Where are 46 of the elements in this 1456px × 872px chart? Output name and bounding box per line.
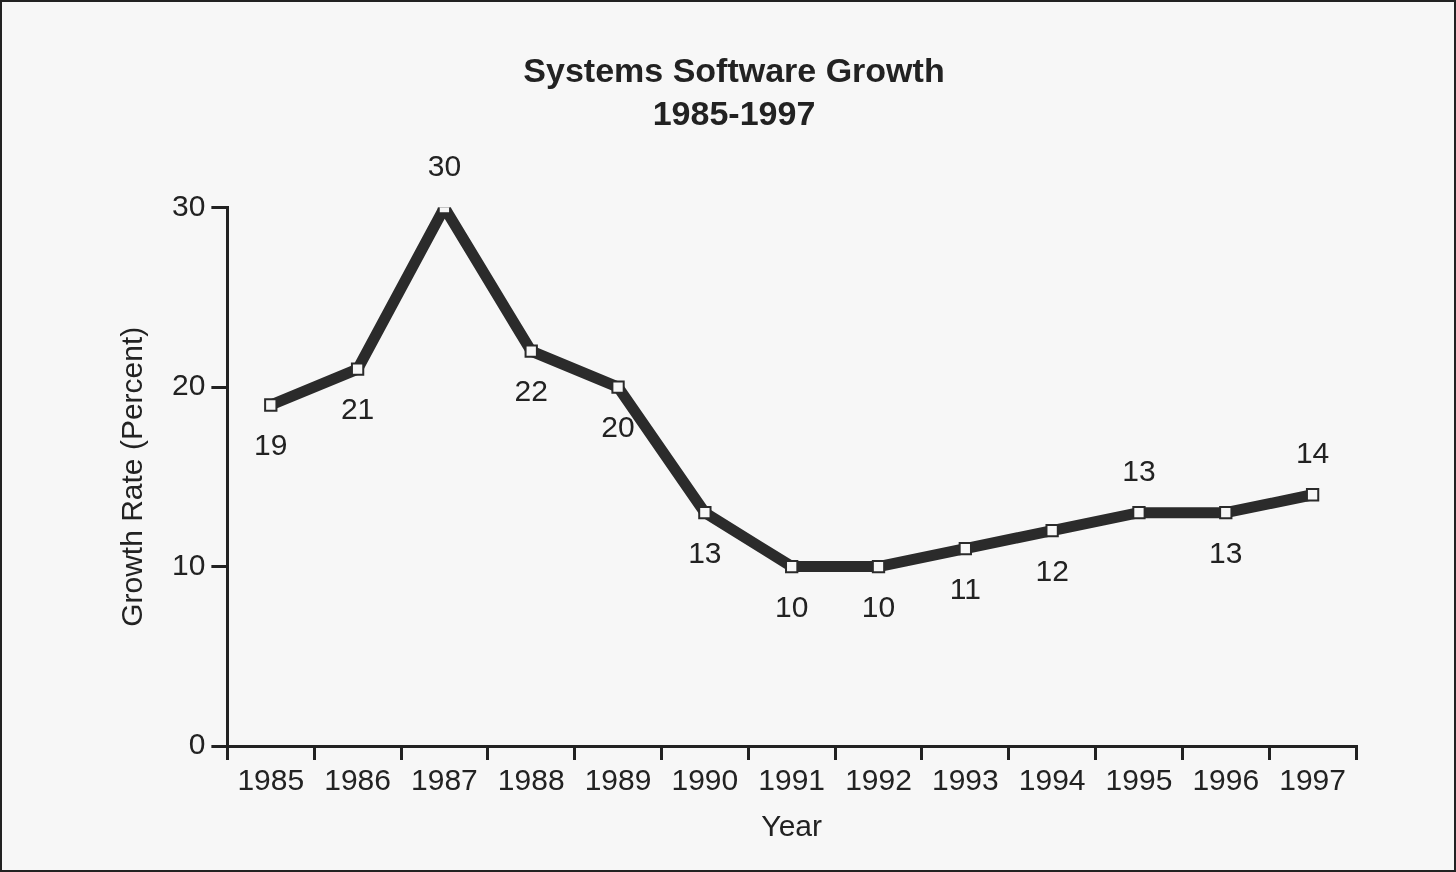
data-label: 10 [861, 589, 896, 623]
y-tick-label: 20 [171, 368, 206, 402]
data-label: 20 [601, 410, 635, 444]
x-tick-label: 1987 [411, 763, 478, 797]
x-tick-label: 1995 [1105, 763, 1173, 797]
point [1305, 488, 1320, 502]
point [958, 541, 972, 556]
x-tick-label: 1997 [1279, 763, 1346, 797]
x-tick-label: 1996 [1192, 763, 1260, 797]
x-tick-label: 1994 [1018, 763, 1086, 797]
data-label: 13 [1122, 453, 1156, 487]
point [698, 506, 712, 520]
x-axis-title: Year [761, 809, 822, 843]
data-label: 13 [688, 535, 722, 569]
data-label: 12 [1035, 553, 1069, 587]
x-tick-label: 1992 [845, 763, 912, 797]
data-label: 22 [514, 374, 548, 408]
x-tick-label: 1990 [671, 763, 739, 797]
point [264, 398, 278, 412]
data-label: 11 [949, 571, 981, 605]
point [871, 559, 886, 574]
x-tick-label: 1989 [584, 763, 652, 797]
y-tick-label: 10 [171, 547, 206, 581]
point [1219, 506, 1233, 520]
point [785, 559, 799, 574]
x-tick-label: 1985 [237, 763, 305, 797]
data-label: 14 [1295, 436, 1330, 470]
y-tick-label: 30 [171, 188, 206, 222]
point [1132, 506, 1146, 520]
point [350, 362, 365, 376]
data-label: 21 [340, 392, 375, 426]
point [611, 380, 625, 394]
chart-title: Systems Software Growth [523, 50, 945, 89]
point [1045, 523, 1059, 538]
x-tick-label: 1993 [931, 763, 999, 797]
y-tick-label: 0 [188, 727, 206, 761]
data-label: 30 [427, 148, 462, 182]
point [524, 344, 538, 358]
x-tick-label: 1991 [758, 763, 826, 797]
data-label: 10 [775, 589, 809, 623]
chart-subtitle: 1985-1997 [652, 93, 816, 132]
x-tick-label: 1986 [324, 763, 391, 797]
x-tick-label: 1988 [497, 763, 565, 797]
y-axis-title: Growth Rate (Percent) [115, 326, 149, 627]
data-label: 13 [1209, 535, 1243, 569]
data-label: 19 [254, 428, 288, 462]
